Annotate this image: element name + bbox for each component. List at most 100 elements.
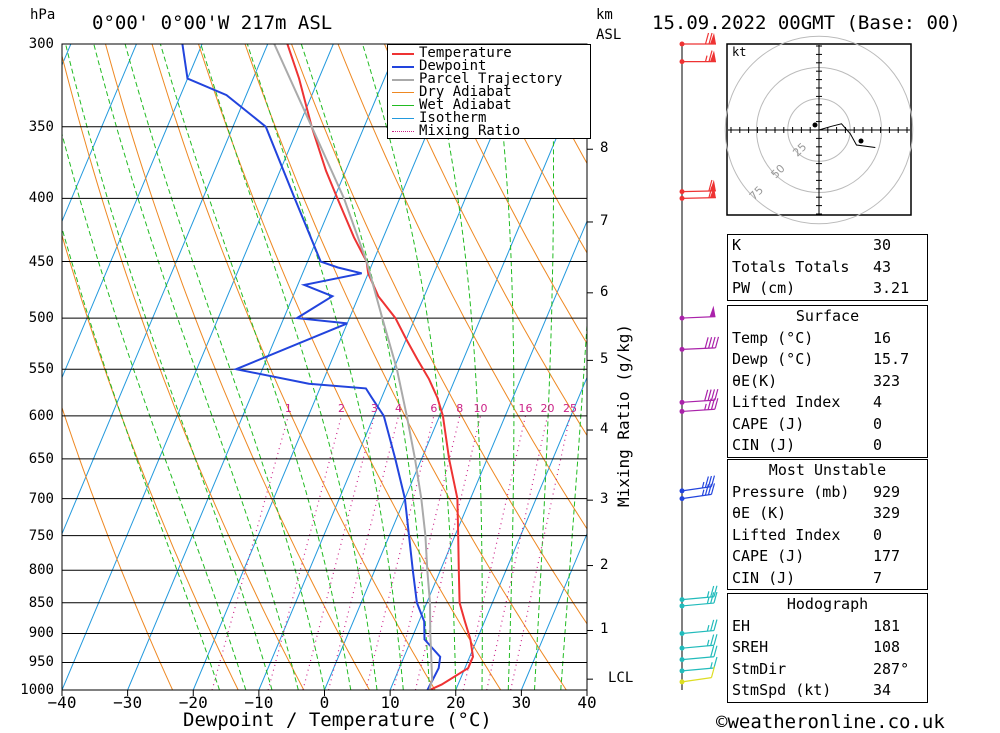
wind-half-feather: [706, 591, 710, 598]
wind-staff: [681, 629, 715, 635]
most-unstable-row: θE (K) 329: [732, 504, 901, 522]
wind-feather: [707, 483, 712, 495]
wet-adiabat-line: [534, 44, 554, 690]
wind-feather: [710, 645, 715, 658]
mixing-ratio-label: 2: [338, 402, 345, 415]
pressure-label: 800: [28, 562, 54, 579]
surface-row: θE(K) 323: [732, 371, 901, 390]
dry-adiabat-line: [430, 44, 587, 345]
wind-barb: [679, 186, 716, 201]
x-ticks: [61, 690, 588, 696]
wind-barb: [679, 634, 718, 651]
x-tick-label: 0: [319, 693, 330, 712]
mixing-ratio-line: [414, 415, 482, 690]
most-unstable-row: CAPE (J) 177: [732, 547, 901, 565]
wind-feather: [713, 645, 718, 657]
mixing-ratio-label: 25: [563, 402, 577, 415]
dry-adiabat-line: [384, 44, 587, 437]
wind-feather: [710, 585, 715, 598]
height-label: 6: [600, 283, 609, 300]
wind-staff: [681, 667, 715, 672]
mixing-ratio-label: 20: [541, 402, 555, 415]
dry-adiabat-line: [291, 44, 587, 625]
x-tick-label: −10: [244, 693, 274, 712]
wind-feather: [710, 483, 716, 495]
wind-feather: [707, 398, 712, 410]
wind-staff: [681, 656, 715, 661]
hodograph-row: EH 181: [732, 616, 901, 635]
height-ticks: [587, 148, 593, 680]
temperature-line: [286, 44, 475, 690]
pressure-label: 350: [28, 118, 54, 135]
wind-feather: [710, 389, 716, 401]
height-label: 2: [600, 556, 609, 573]
wind-pennant: [709, 186, 716, 198]
wind-feather: [708, 50, 713, 62]
isotherm-line: [62, 44, 269, 536]
dry-adiabat-line: [337, 44, 587, 530]
mixing-ratio-label: 16: [518, 402, 532, 415]
wind-feather: [708, 337, 713, 349]
isotherm-line: [192, 44, 466, 690]
wind-barb: [679, 475, 716, 494]
surface-row: Lifted Index 4: [732, 393, 883, 411]
wind-feather: [714, 388, 719, 401]
hodograph-row: SREH 108: [732, 638, 901, 656]
index-row-k: K 30: [732, 236, 892, 254]
wind-barb: [679, 666, 716, 685]
km-label: km: [596, 7, 613, 23]
mixing-ratio-label: 4: [395, 402, 402, 415]
wet-adiabat-line: [560, 318, 587, 690]
x-tick-label: 40: [577, 693, 597, 712]
height-label: LCL: [608, 670, 634, 687]
wind-barb: [679, 591, 718, 609]
dry-adiabat-line: [244, 44, 567, 690]
dry-adiabat-line: [477, 44, 587, 254]
wet-adiabat-line: [124, 44, 325, 690]
wet-adiabat-line: [159, 44, 352, 690]
isotherm-line: [324, 63, 587, 690]
asl-label: ASL: [596, 27, 622, 43]
legend: Temperature Dewpoint Parcel Trajectory D…: [387, 44, 591, 139]
mixing-ratio-line: [302, 415, 375, 690]
x-tick-label: −40: [47, 693, 77, 712]
mixing-ratio-label: 1: [285, 402, 292, 415]
wind-staff: [681, 399, 715, 403]
most-unstable-title: Most Unstable: [768, 461, 887, 479]
wind-barb: [679, 619, 718, 636]
wind-pennant: [710, 50, 716, 62]
mixing-ratio-line: [327, 415, 400, 690]
mixing-ratio-line: [510, 415, 571, 690]
pressure-label: 1000: [20, 682, 54, 698]
indices-table: K 30 Totals Totals 43 PW (cm) 3.21: [727, 234, 928, 301]
wind-staff: [681, 408, 715, 413]
hpa-label: hPa: [30, 7, 56, 23]
legend-item-parcel: Parcel Trajectory: [388, 72, 590, 86]
hodograph-trace: [818, 123, 876, 148]
wind-feather: [713, 619, 718, 631]
wind-barb: [679, 336, 720, 352]
wet-adiabat-line: [492, 44, 515, 690]
wind-barb: [679, 483, 716, 502]
dry-adiabat-line: [943, 44, 1000, 690]
wind-feather: [708, 179, 713, 192]
pressure-label: 850: [28, 594, 54, 611]
x-axis-title: Dewpoint / Temperature (°C): [183, 709, 492, 731]
hodograph-ring: [724, 35, 914, 225]
wind-feather: [714, 336, 720, 349]
wind-staff: [681, 197, 716, 199]
height-label: 1: [600, 621, 609, 638]
dewpoint-line: [181, 44, 442, 690]
hodograph-row: StmSpd (kt) 34: [732, 681, 892, 699]
most-unstable-row: CIN (J) 7: [732, 568, 883, 587]
wind-half-feather: [706, 625, 710, 632]
hodograph-storm-dot: [858, 138, 864, 144]
wind-staff: [681, 644, 715, 649]
pressure-label: 500: [28, 310, 54, 327]
pressure-label: 400: [28, 190, 54, 207]
pressure-label: 700: [28, 490, 54, 507]
height-label: 4: [600, 421, 609, 438]
wind-half-feather: [706, 597, 710, 604]
date-title: 15.09.2022 00GMT (Base: 00): [652, 12, 961, 34]
isotherm-line: [389, 219, 587, 690]
